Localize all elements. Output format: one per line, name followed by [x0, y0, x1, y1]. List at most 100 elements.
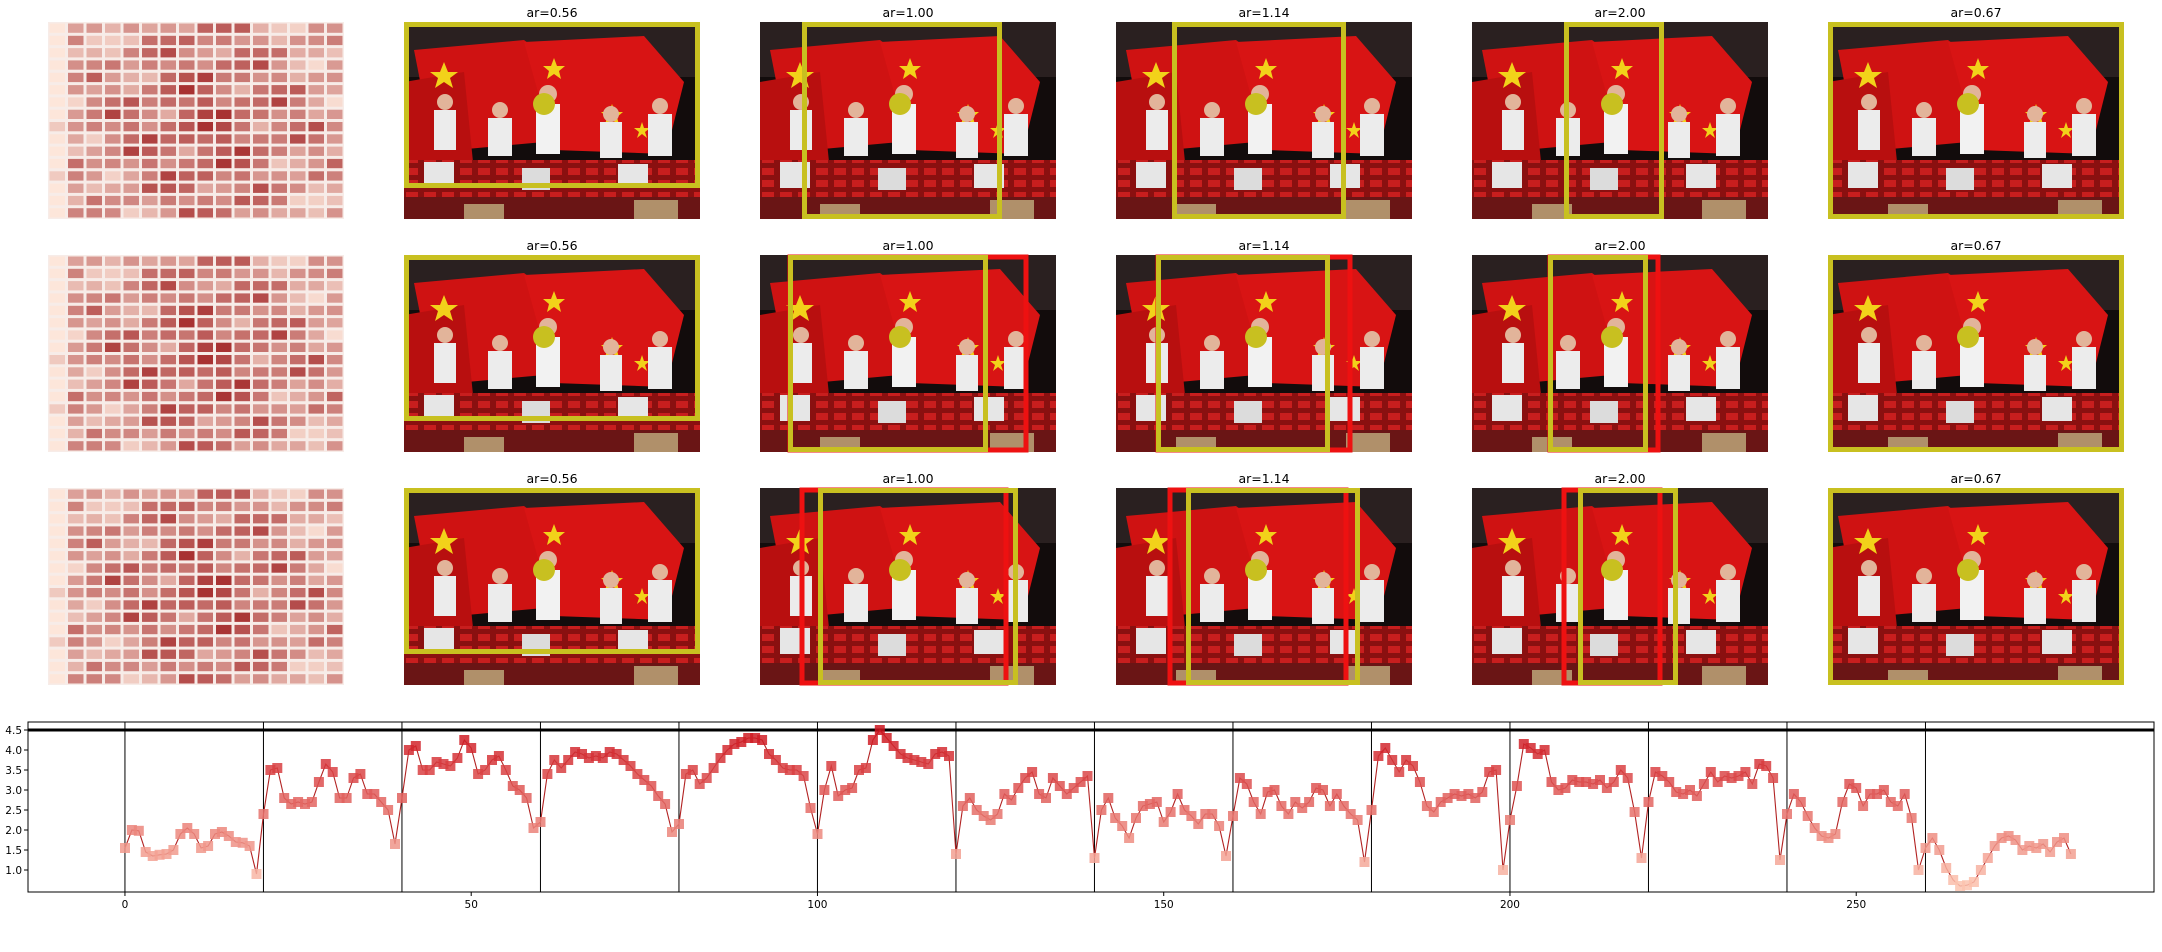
heatmap-tile	[68, 23, 84, 33]
data-point	[1144, 799, 1155, 809]
heatmap-tile	[253, 624, 269, 635]
heatmap-tile	[327, 379, 343, 389]
heatmap-tile	[253, 489, 269, 499]
heatmap-tile	[86, 122, 102, 132]
heatmap-tile	[105, 514, 121, 524]
data-point	[431, 757, 442, 767]
heatmap-tile	[327, 514, 343, 524]
heatmap-tile	[197, 318, 213, 328]
heatmap-tile	[105, 72, 121, 83]
data-point	[1172, 789, 1183, 799]
heatmap-tile	[197, 649, 213, 659]
heatmap-tile	[142, 404, 158, 414]
heatmap-tile	[68, 158, 84, 169]
heatmap-tile	[271, 661, 287, 672]
crop-panel: ar=1.00	[760, 471, 1056, 686]
heatmap-tile	[49, 85, 65, 95]
heatmap-tile	[271, 97, 287, 107]
heatmap-tile	[253, 305, 269, 316]
heatmap-tile	[216, 109, 232, 119]
heatmap-tile	[68, 501, 84, 512]
data-point	[971, 805, 982, 815]
heatmap-tile	[142, 674, 158, 684]
data-point	[1318, 785, 1328, 795]
heatmap-tile	[234, 208, 250, 218]
heatmap-tile	[271, 600, 287, 610]
heatmap-tile	[271, 268, 287, 279]
crop-panel-title: ar=0.56	[526, 238, 577, 253]
heatmap-tile	[49, 146, 65, 156]
heatmap-tile	[86, 342, 102, 352]
heatmap-tile	[271, 171, 287, 181]
heatmap-tile	[142, 35, 158, 46]
crop-panel-title: ar=2.00	[1594, 238, 1645, 253]
data-point	[667, 827, 677, 837]
focus-point	[1957, 93, 1979, 115]
heatmap-tile	[234, 404, 250, 414]
data-point	[147, 851, 158, 861]
heatmap-tile	[142, 379, 158, 389]
heatmap-tile	[86, 674, 102, 684]
heatmap-tile	[142, 575, 158, 585]
heatmap-tile	[271, 649, 287, 659]
data-point	[286, 799, 297, 809]
data-point	[1373, 751, 1384, 761]
heatmap-tile	[216, 256, 232, 266]
heatmap-tile	[123, 85, 139, 95]
heatmap-tile	[68, 661, 84, 672]
heatmap-tile	[234, 318, 250, 328]
heatmap-tile	[271, 379, 287, 389]
heatmap-tile	[160, 661, 176, 672]
data-point	[1934, 845, 1945, 855]
heatmap-tile	[49, 428, 65, 439]
heatmap-tile	[216, 330, 232, 340]
heatmap-tile	[290, 342, 306, 352]
heatmap-tile	[327, 404, 343, 414]
heatmap-tile	[234, 122, 250, 132]
heatmap-tile	[197, 379, 213, 389]
data-point	[1899, 789, 1910, 799]
heatmap-tile	[271, 48, 287, 58]
heatmap-tile	[216, 514, 232, 524]
heatmap-tile	[105, 318, 121, 328]
heatmap-tile	[86, 85, 102, 95]
heatmap-tile	[49, 109, 65, 119]
heatmap-tile	[142, 318, 158, 328]
heatmap-tile	[179, 551, 195, 561]
heatmap-tile	[308, 268, 324, 279]
heatmap-tile	[86, 48, 102, 58]
heatmap-tile	[290, 416, 306, 426]
heatmap-tile	[271, 134, 287, 144]
heatmap-tile	[160, 367, 176, 377]
heatmap-tile	[123, 109, 139, 119]
data-point	[930, 749, 941, 759]
data-point	[1165, 807, 1176, 817]
heatmap-tile	[234, 661, 250, 672]
data-point	[334, 793, 345, 803]
heatmap-tile	[308, 637, 324, 647]
heatmap-tile	[290, 318, 306, 328]
heatmap-tile	[105, 330, 121, 340]
heatmap-tile	[327, 526, 343, 536]
heatmap-tile	[271, 428, 287, 439]
data-point	[1179, 805, 1190, 815]
heatmap-tile	[290, 612, 306, 622]
heatmap-tile	[253, 48, 269, 58]
heatmap-tile	[105, 489, 121, 499]
heatmap-tile	[271, 489, 287, 499]
heatmap-tile	[290, 501, 306, 512]
heatmap-tile	[308, 195, 324, 206]
heatmap-tile	[327, 305, 343, 316]
heatmap-tile	[68, 612, 84, 622]
data-point	[306, 797, 317, 807]
y-tick-label: 3.5	[5, 765, 22, 777]
data-point	[1719, 771, 1730, 781]
heatmap-tile	[179, 342, 195, 352]
crop-panel: ar=0.56	[404, 471, 700, 685]
heatmap-tile	[290, 551, 306, 561]
data-point	[1726, 773, 1737, 783]
data-point	[750, 733, 761, 743]
crop-panel: ar=0.67	[1828, 238, 2124, 452]
heatmap-tile	[105, 441, 121, 451]
heatmap-tile	[142, 428, 158, 439]
